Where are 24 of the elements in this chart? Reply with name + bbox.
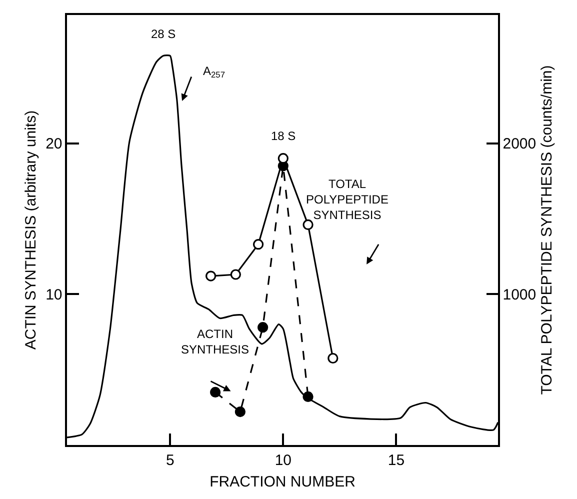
annotation: TOTAL POLYPEPTIDE SYNTHESIS — [306, 177, 388, 222]
x-tick-label: 10 — [274, 452, 292, 469]
y2-tick-label: 1000 — [502, 286, 536, 304]
point — [253, 239, 264, 250]
point — [278, 153, 288, 164]
y-axis-title: ACTIN SYNTHESIS (arbitrary units) — [22, 110, 40, 350]
point — [258, 322, 268, 333]
annotation: 18 S — [271, 129, 296, 143]
annotation: A$_{257}$ — [203, 64, 226, 80]
y-tick-label: 20 — [46, 136, 62, 152]
y2-tick-label: 2000 — [502, 136, 536, 152]
x-tick-label: 15 — [388, 452, 405, 469]
y2-axis-title: TOTAL POLYPEPTIDE SYNTHESIS (counts/min) — [538, 65, 556, 395]
point — [328, 352, 338, 364]
point — [302, 391, 314, 402]
annotation: ACTIN SYNTHESIS — [181, 327, 250, 357]
point — [234, 406, 246, 418]
point — [206, 270, 216, 282]
x-tick-label: 5 — [166, 452, 174, 469]
point — [230, 269, 241, 280]
annotation: 28 S — [151, 27, 176, 41]
point — [210, 386, 221, 398]
point — [302, 219, 314, 230]
x-axis-title: FRACTION NUMBER — [210, 473, 356, 490]
